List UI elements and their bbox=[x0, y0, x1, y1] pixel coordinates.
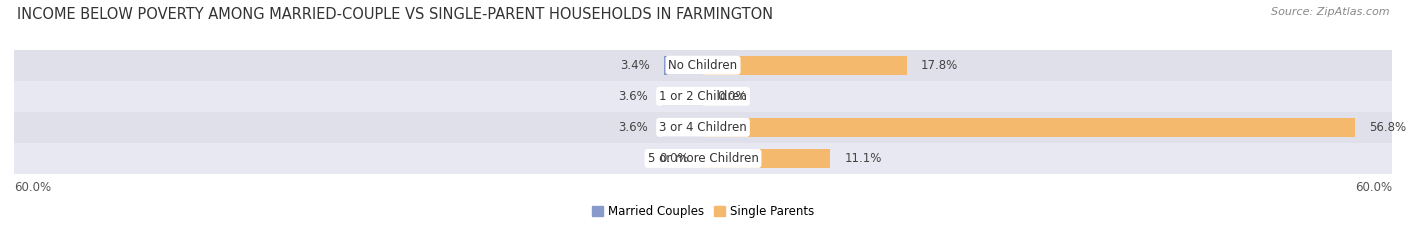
Text: 17.8%: 17.8% bbox=[921, 59, 959, 72]
Text: No Children: No Children bbox=[668, 59, 738, 72]
Text: 3 or 4 Children: 3 or 4 Children bbox=[659, 121, 747, 134]
Text: 3.4%: 3.4% bbox=[620, 59, 650, 72]
Text: 0.0%: 0.0% bbox=[717, 90, 747, 103]
Text: 0.0%: 0.0% bbox=[659, 152, 689, 165]
Legend: Married Couples, Single Parents: Married Couples, Single Parents bbox=[592, 205, 814, 218]
Bar bbox=[662, 87, 703, 106]
Text: Source: ZipAtlas.com: Source: ZipAtlas.com bbox=[1271, 7, 1389, 17]
Bar bbox=[14, 143, 1392, 174]
Text: 60.0%: 60.0% bbox=[1355, 181, 1392, 194]
Bar bbox=[14, 81, 1392, 112]
Bar bbox=[703, 56, 907, 75]
Text: INCOME BELOW POVERTY AMONG MARRIED-COUPLE VS SINGLE-PARENT HOUSEHOLDS IN FARMING: INCOME BELOW POVERTY AMONG MARRIED-COUPL… bbox=[17, 7, 773, 22]
Text: 3.6%: 3.6% bbox=[619, 121, 648, 134]
Text: 1 or 2 Children: 1 or 2 Children bbox=[659, 90, 747, 103]
Text: 60.0%: 60.0% bbox=[14, 181, 51, 194]
Bar bbox=[664, 56, 703, 75]
Text: 5 or more Children: 5 or more Children bbox=[648, 152, 758, 165]
Bar bbox=[703, 87, 706, 106]
Bar bbox=[703, 118, 1355, 137]
Text: 3.6%: 3.6% bbox=[619, 90, 648, 103]
Bar bbox=[700, 149, 703, 168]
Bar bbox=[662, 118, 703, 137]
Text: 56.8%: 56.8% bbox=[1369, 121, 1406, 134]
Bar bbox=[703, 149, 831, 168]
Bar bbox=[14, 50, 1392, 81]
Bar bbox=[14, 112, 1392, 143]
Text: 11.1%: 11.1% bbox=[844, 152, 882, 165]
